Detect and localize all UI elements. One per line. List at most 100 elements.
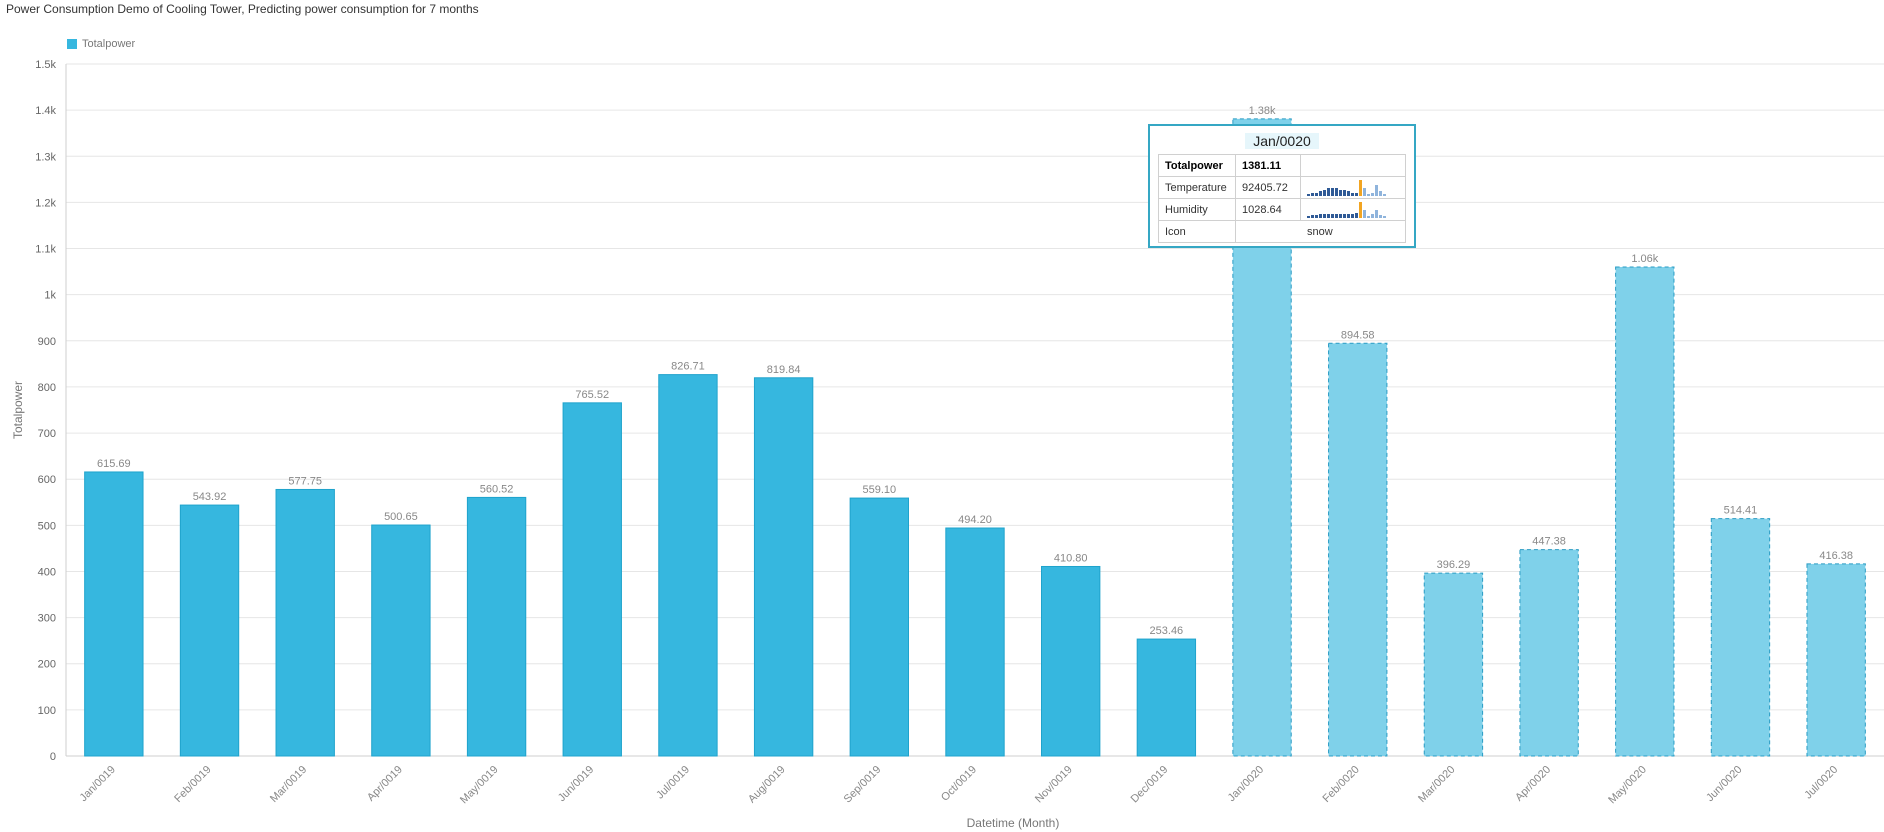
sparkline-bar [1363, 188, 1366, 196]
sparkline-bar [1319, 191, 1322, 196]
data-label: 560.52 [480, 483, 514, 495]
y-tick-label: 900 [38, 336, 56, 348]
bar[interactable] [1136, 638, 1197, 757]
sparkline-bar [1327, 213, 1330, 218]
sparkline-bar [1311, 192, 1314, 196]
y-tick-label: 1k [44, 290, 56, 302]
bar[interactable] [1041, 565, 1101, 757]
y-tick-label: 1.3k [35, 151, 56, 163]
tooltip-header: Jan/0020 [1158, 132, 1406, 150]
x-tick-label: Jan/0019 [77, 764, 117, 804]
data-label: 514.41 [1724, 505, 1758, 517]
tooltip-value: snow [1235, 220, 1406, 243]
y-tick-label: 400 [38, 566, 56, 578]
x-tick-label: Jan/0020 [1226, 764, 1266, 804]
tooltip-table: Totalpower 1381.11 Temperature 92405.72 … [1158, 154, 1406, 243]
data-label: 559.10 [862, 484, 896, 496]
sparkline-bar [1307, 216, 1310, 218]
x-axis-title: Datetime (Month) [967, 816, 1060, 830]
tooltip-row-totalpower: Totalpower 1381.11 [1158, 154, 1406, 177]
y-tick-label: 100 [38, 705, 56, 717]
y-tick-label: 700 [38, 428, 56, 440]
data-label: 894.58 [1341, 329, 1375, 341]
predicted-bar[interactable] [1519, 549, 1579, 757]
data-label: 253.46 [1150, 625, 1184, 637]
bar[interactable] [179, 504, 240, 757]
sparkline-bar [1315, 192, 1318, 196]
y-tick-label: 800 [38, 382, 56, 394]
data-label: 1.06k [1631, 253, 1658, 265]
sparkline-bar [1383, 216, 1386, 218]
x-tick-label: Feb/0019 [172, 764, 213, 805]
sparkline-bar [1331, 188, 1334, 196]
sparkline-bar [1323, 213, 1326, 218]
sparkline-bar [1335, 213, 1338, 218]
sparkline-bar [1355, 192, 1358, 196]
y-tick-label: 300 [38, 613, 56, 625]
predicted-bar[interactable] [1615, 266, 1675, 757]
sparkline-bar [1347, 213, 1350, 218]
data-label: 416.38 [1819, 550, 1853, 562]
sparkline-bar [1359, 201, 1362, 218]
bar[interactable] [753, 377, 814, 757]
data-label: 500.65 [384, 511, 418, 523]
tooltip-sparkline-cell [1300, 198, 1406, 221]
data-label: 1.38k [1249, 105, 1276, 117]
bar[interactable] [84, 471, 144, 757]
sparkline-bar [1375, 210, 1378, 218]
sparkline-bar [1383, 194, 1386, 196]
humidity-sparkline [1307, 201, 1399, 218]
data-label: 447.38 [1532, 536, 1566, 548]
predicted-bar[interactable] [1423, 572, 1484, 757]
bar[interactable] [466, 496, 527, 757]
predicted-bar[interactable] [1806, 563, 1866, 757]
x-tick-label: Apr/0019 [365, 764, 405, 804]
x-tick-label: Dec/0019 [1129, 764, 1171, 806]
bar[interactable] [658, 374, 718, 757]
sparkline-bar [1339, 213, 1342, 218]
sparkline-bar [1351, 213, 1354, 218]
sparkline-bar [1363, 210, 1366, 218]
x-tick-label: Feb/0020 [1321, 764, 1362, 805]
sparkline-bar [1351, 192, 1354, 196]
x-tick-label: Mar/0019 [268, 764, 309, 805]
predicted-bar[interactable] [1328, 342, 1388, 757]
x-tick-label: Oct/0019 [939, 764, 979, 804]
tooltip-value: 92405.72 [1235, 176, 1301, 199]
x-tick-label: Nov/0019 [1033, 764, 1075, 806]
sparkline-bar [1379, 215, 1382, 218]
bar[interactable] [562, 402, 622, 757]
data-label: 410.80 [1054, 552, 1088, 564]
data-label: 615.69 [97, 458, 131, 470]
data-label: 765.52 [575, 389, 609, 401]
tooltip-value: 1381.11 [1235, 154, 1301, 177]
sparkline-bar [1379, 191, 1382, 196]
data-label: 543.92 [193, 491, 227, 503]
tooltip-sparkline-cell [1300, 176, 1406, 199]
x-tick-label: Apr/0020 [1513, 764, 1553, 804]
legend-label: Totalpower [82, 38, 136, 50]
y-tick-label: 600 [38, 474, 56, 486]
predicted-bar[interactable] [1710, 518, 1771, 757]
bar[interactable] [371, 524, 431, 757]
y-tick-label: 1.5k [35, 59, 56, 71]
sparkline-bar [1307, 194, 1310, 196]
sparkline-bar [1367, 194, 1370, 196]
bar[interactable] [945, 527, 1005, 757]
data-label: 826.71 [671, 361, 705, 373]
data-label: 494.20 [958, 514, 992, 526]
legend[interactable]: Totalpower [67, 38, 135, 50]
data-label: 819.84 [767, 364, 801, 376]
sparkline-bar [1367, 216, 1370, 218]
bar[interactable] [275, 488, 335, 757]
sparkline-bar [1335, 188, 1338, 196]
tooltip-row-humidity: Humidity 1028.64 [1158, 198, 1406, 221]
bar[interactable] [849, 497, 909, 757]
tooltip-key: Temperature [1158, 176, 1236, 199]
x-tick-label: May/0019 [458, 764, 501, 807]
y-axis-title: Totalpower [11, 381, 25, 439]
legend-swatch [67, 39, 77, 49]
tooltip-extra [1300, 154, 1406, 177]
sparkline-bar [1371, 213, 1374, 218]
